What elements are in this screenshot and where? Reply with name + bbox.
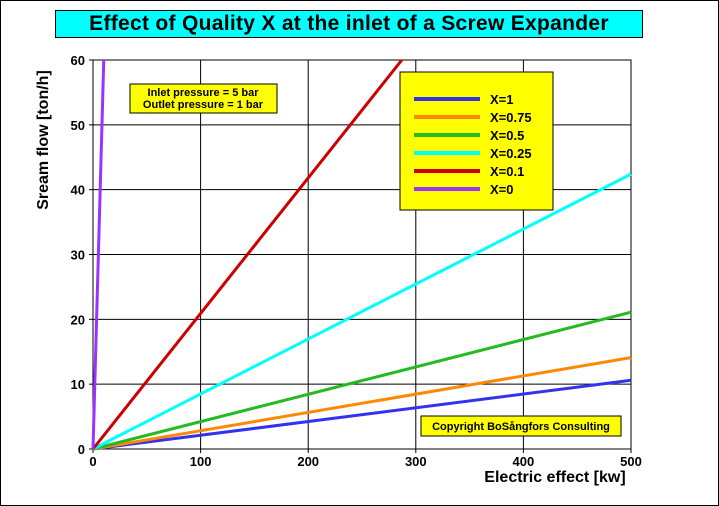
legend-label: X=0.1 <box>490 164 524 179</box>
series-line-x-0 <box>91 59 106 450</box>
y-tick-label: 10 <box>71 377 85 392</box>
copyright-box <box>420 415 622 437</box>
x-axis-title: Electric effect [kw] <box>484 469 625 486</box>
y-tick-label: 30 <box>71 248 85 263</box>
legend-label: X=0.5 <box>490 128 524 143</box>
series-line-x-1 <box>92 378 632 451</box>
copyright-label: Copyright BoSångfors Consulting <box>432 421 610 433</box>
x-tick-label: 500 <box>620 454 642 469</box>
conditions-note: Inlet pressure = 5 bar Outlet pressure =… <box>129 83 278 114</box>
y-tick-label: 0 <box>78 442 85 457</box>
y-tick-label: 20 <box>71 312 85 327</box>
y-tick-label: 40 <box>71 183 85 198</box>
y-tick-label: 50 <box>71 118 85 133</box>
x-tick-label: 400 <box>513 454 535 469</box>
copyright-note: Copyright BoSångfors Consulting <box>420 415 622 437</box>
legend-label: X=0.75 <box>490 110 532 125</box>
series-line-x-0-5 <box>92 310 632 451</box>
x-tick-label: 200 <box>297 454 319 469</box>
legend-label: X=0 <box>490 182 514 197</box>
conditions-box <box>129 83 278 114</box>
series-line-x-0-1 <box>91 59 403 450</box>
x-tick-label: 100 <box>190 454 212 469</box>
series-lines <box>91 59 632 451</box>
y-axis-title: Sream flow [ton/h] <box>35 70 52 210</box>
legend-label: X=1 <box>490 92 514 107</box>
y-tick-label: 60 <box>71 53 85 68</box>
series-line-x-0-75 <box>92 356 632 451</box>
tick-labels: 0 100 200 300 400 500 0 10 20 30 40 50 60 <box>71 53 642 469</box>
chart-title: Effect of Quality X at the inlet of a Sc… <box>55 10 643 38</box>
legend-label: X=0.25 <box>490 146 532 161</box>
outlet-pressure-label: Outlet pressure = 1 bar <box>143 99 264 111</box>
inlet-pressure-label: Inlet pressure = 5 bar <box>148 87 260 99</box>
x-tick-label: 300 <box>405 454 427 469</box>
series-line-x-0-25 <box>92 172 632 451</box>
legend: X=1 X=0.75 X=0.5 X=0.25 X=0.1 X=0 <box>399 71 554 211</box>
x-tick-label: 0 <box>89 454 96 469</box>
legend-items: X=1 X=0.75 X=0.5 X=0.25 X=0.1 X=0 <box>414 92 532 197</box>
